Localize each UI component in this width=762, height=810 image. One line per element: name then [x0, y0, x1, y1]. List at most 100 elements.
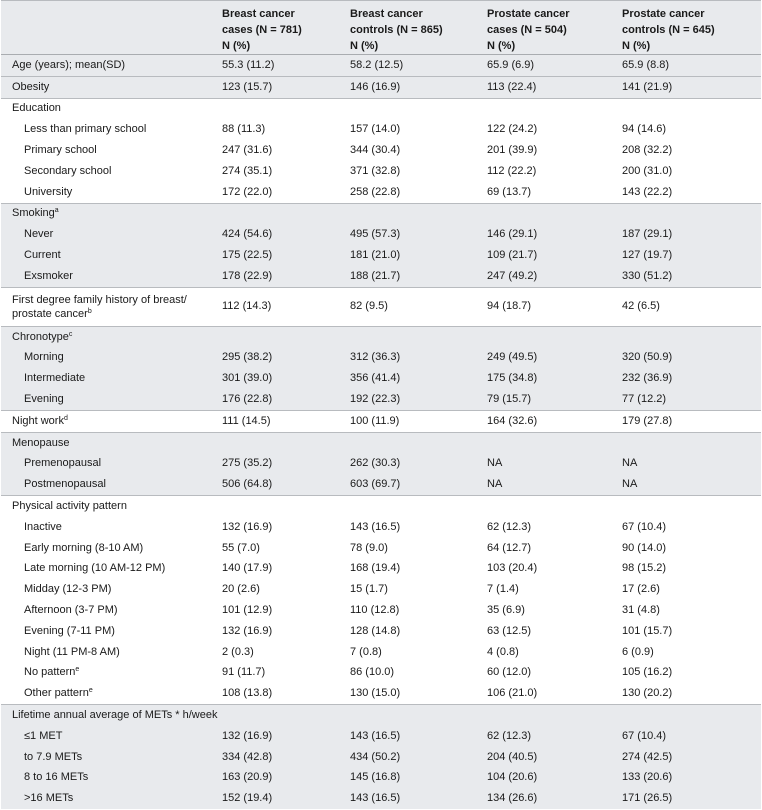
table-cell: 101 (12.9) — [222, 604, 273, 617]
table-cell: 60 (12.0) — [487, 666, 532, 679]
table-cell: 249 (49.5) — [475, 347, 610, 369]
row-label-text: Primary school — [24, 144, 97, 157]
table-row: Premenopausal 275 (35.2) 262 (30.3) NA NA — [1, 453, 761, 475]
row-label-text: Less than primary school — [24, 123, 147, 136]
table-cell: 78 (9.0) — [350, 541, 388, 554]
table-row: Primary school 247 (31.6) 344 (30.4) 201 (3… — [1, 140, 761, 161]
table-row: ≤1 MET 132 (16.9) 143 (16.5) 62 (12.3) 67 (1… — [1, 725, 761, 747]
row-label-text: Intermediate — [24, 372, 86, 385]
table-cell: 90 (14.0) — [622, 541, 667, 554]
table-cell: 55 (7.0) — [222, 541, 260, 554]
row-label-text: Morning — [24, 351, 64, 364]
table-cell: 175 (34.8) — [475, 368, 610, 390]
table-cell: 15 (1.7) — [350, 583, 388, 596]
row-label-text: Early morning (8-10 AM) — [24, 541, 144, 554]
table-cell: 274 (35.1) — [222, 164, 273, 177]
table-cell: 143 (22.2) — [622, 185, 673, 198]
column-header-line: cases (N = 781) — [222, 24, 302, 36]
table-cell: 20 (2.6) — [222, 583, 260, 596]
row-label-text: Education — [12, 102, 61, 115]
footnote-marker: e — [75, 666, 80, 674]
row-label: Night (11 PM-8 AM) — [1, 642, 210, 663]
table-cell: 42 (6.5) — [610, 286, 761, 327]
table-cell — [610, 431, 761, 454]
table-cell: 200 (31.0) — [622, 164, 673, 177]
table-cell: 275 (35.2) — [210, 453, 338, 475]
row-label: Never — [1, 224, 210, 246]
table-cell: 65.9 (8.8) — [610, 54, 761, 77]
table-cell: 424 (54.6) — [210, 224, 338, 246]
table-cell: 143 (16.5) — [338, 788, 475, 810]
row-label: Menopause — [1, 431, 210, 454]
table-cell: 204 (40.5) — [475, 746, 610, 768]
table-cell: NA — [610, 474, 761, 496]
column-header-1: Breast cancer cases (N = 781) N (%) — [210, 0, 338, 55]
row-label-text: Menopause — [12, 436, 70, 449]
table-cell: 94 (14.6) — [622, 123, 667, 136]
row-label-text: Lifetime annual average of METs * h/week — [12, 709, 218, 721]
table-row: Night workd 111 (14.5) 100 (11.9) 164 (32.6… — [1, 409, 761, 433]
table-cell: 7 (1.4) — [487, 583, 519, 596]
table-cell: NA — [610, 453, 761, 475]
row-label-text: Late morning (10 AM-12 PM) — [24, 562, 166, 575]
table-cell: 91 (11.7) — [222, 666, 266, 679]
table-cell: 132 (16.9) — [222, 520, 273, 533]
table-cell: 301 (39.0) — [210, 368, 338, 390]
table-cell: 35 (6.9) — [487, 604, 525, 617]
row-label-text: Evening (7-11 PM) — [24, 624, 115, 637]
row-label: Exsmoker — [1, 265, 210, 288]
table-cell — [475, 97, 610, 120]
row-label: Evening (7-11 PM) — [1, 621, 210, 642]
row-label: Smokinga — [1, 202, 210, 225]
column-header-line: Breast cancer — [222, 8, 295, 20]
table-cell: 67 (10.4) — [610, 725, 761, 747]
table-cell: 130 (15.0) — [350, 687, 401, 700]
table-cell — [210, 431, 338, 454]
row-label: Evening — [1, 389, 210, 411]
table-cell — [210, 495, 338, 517]
table-cell: 356 (41.4) — [338, 368, 475, 390]
table-row: University 172 (22.0) 258 (22.8) 69 (13.7) 1… — [1, 182, 761, 203]
table-cell: 262 (30.3) — [338, 453, 475, 475]
table-cell — [338, 97, 475, 120]
column-header-line: N (%) — [350, 40, 379, 52]
row-label: Postmenopausal — [1, 474, 210, 496]
table-cell — [338, 704, 475, 726]
column-header-line: N (%) — [622, 40, 651, 52]
row-label-text: Exsmoker — [24, 269, 73, 282]
footnote-marker: d — [63, 414, 68, 422]
table-cell: 295 (38.2) — [210, 347, 338, 369]
table-row: Secondary school 274 (35.1) 371 (32.8) 112 … — [1, 161, 761, 182]
table-cell: 208 (32.2) — [622, 144, 673, 157]
table-cell: 58.2 (12.5) — [338, 54, 475, 77]
row-label-text: >16 METs — [24, 792, 74, 805]
table-row: No patterne 91 (11.7) 86 (10.0) 60 (12.0) 10… — [1, 663, 761, 684]
table-row: First degree family history of breast/ p… — [1, 286, 761, 327]
table-cell: 146 (29.1) — [475, 224, 610, 246]
table-cell: 6 (0.9) — [622, 645, 654, 658]
table-cell — [338, 495, 475, 517]
table-cell: 164 (32.6) — [475, 409, 610, 433]
row-label: Inactive — [1, 517, 210, 538]
column-header-line: Prostate cancer — [487, 8, 570, 20]
table-cell: 110 (12.8) — [350, 604, 400, 617]
row-label: Early morning (8-10 AM) — [1, 538, 210, 559]
table-cell: NA — [475, 453, 610, 475]
table-cell — [475, 325, 610, 348]
table-cell — [338, 202, 475, 225]
row-label-text: Midday (12-3 PM) — [24, 583, 112, 596]
column-header-3: Prostate cancer cases (N = 504) N (%) — [475, 0, 610, 55]
table-cell: 232 (36.9) — [610, 368, 761, 390]
table-cell: 495 (57.3) — [338, 224, 475, 246]
table-row: Current 175 (22.5) 181 (21.0) 109 (21.7) 127… — [1, 245, 761, 266]
table-cell — [610, 495, 761, 517]
table-cell: 100 (11.9) — [338, 409, 475, 433]
table-row: Afternoon (3-7 PM) 101 (12.9) 110 (12.8) 35… — [1, 600, 761, 621]
table-cell — [210, 704, 338, 726]
row-label-text: Chronotype — [12, 330, 69, 343]
table-row: Evening 176 (22.8) 192 (22.3) 79 (15.7) 77 (… — [1, 389, 761, 411]
table-cell: 188 (21.7) — [338, 265, 475, 288]
row-label: Night workd — [1, 409, 210, 433]
table-cell: 157 (14.0) — [350, 123, 401, 136]
